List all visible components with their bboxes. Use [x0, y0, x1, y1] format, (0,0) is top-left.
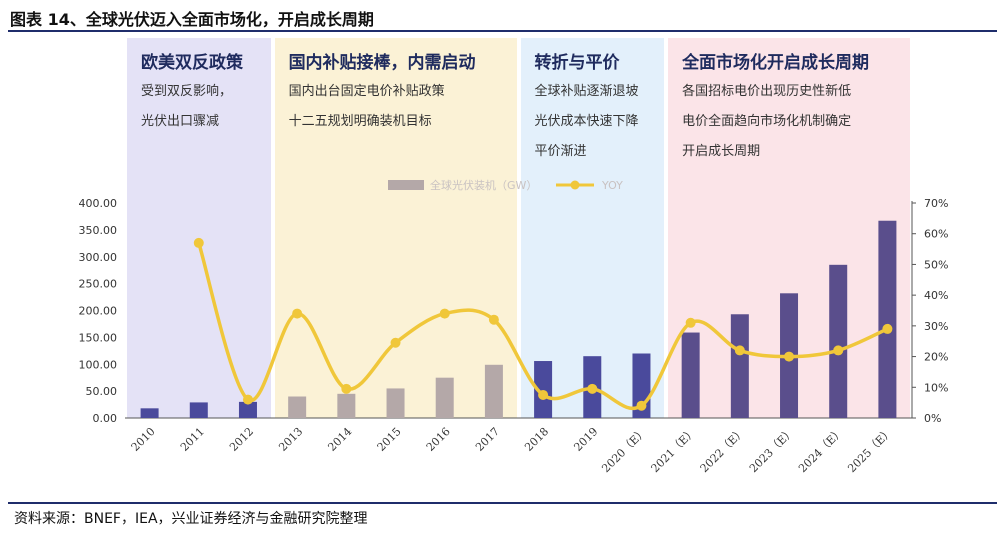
x-tick-label: 2013 [276, 425, 305, 454]
phase-line: 十二五规划明确装机目标 [288, 114, 432, 129]
y-right-tick-label: 10% [924, 381, 948, 394]
y-left-tick-label: 150.00 [79, 331, 118, 344]
bar-2013 [288, 396, 307, 418]
chart-title: 图表 14、全球光伏迈入全面市场化，开启成长周期 [10, 10, 374, 29]
bar-2024（E） [829, 264, 848, 418]
legend-bar-swatch [388, 180, 424, 190]
y-right-tick-label: 60% [924, 228, 948, 241]
phase-title: 转折与平价 [534, 53, 620, 73]
y-right-tick-label: 0% [924, 412, 941, 425]
legend-line-label: YOY [601, 179, 623, 192]
x-tick-label: 2018 [522, 425, 551, 454]
y-right-tick-label: 20% [924, 351, 948, 364]
yoy-line [197, 242, 889, 410]
y-right-tick-label: 40% [924, 289, 948, 302]
yoy-point-2011 [193, 237, 204, 248]
bar-2011 [189, 402, 208, 418]
x-tick-label: 2011 [178, 425, 207, 454]
phase-line: 平价渐进 [534, 144, 587, 159]
x-tick-label: 2021（E） [649, 425, 699, 475]
y-right-tick-label: 70% [924, 197, 948, 210]
phase-panel-1: 欧美双反政策受到双反影响， 光伏出口骤减 [127, 38, 271, 418]
yoy-point-2023（E） [784, 351, 795, 362]
phase-line: 光伏成本快速下降 [534, 114, 639, 129]
bar-2021（E） [681, 332, 700, 418]
source-note: 资料来源：BNEF，IEA，兴业证券经济与金融研究院整理 [14, 511, 368, 527]
yoy-point-2019 [587, 383, 598, 394]
y-left-tick-label: 50.00 [86, 385, 118, 398]
x-tick-label: 2023（E） [747, 425, 797, 475]
x-tick-label: 2012 [227, 425, 256, 454]
bar-2025（E） [878, 220, 897, 418]
title-rule [8, 30, 997, 32]
yoy-point-2024（E） [833, 345, 844, 356]
x-tick-label: 2016 [424, 425, 453, 454]
yoy-point-2020（E） [636, 400, 647, 411]
yoy-point-2021（E） [685, 317, 696, 328]
y-right-tick-label: 50% [924, 258, 948, 271]
y-left-tick-label: 200.00 [79, 305, 118, 318]
x-tick-label: 2025（E） [845, 425, 895, 475]
bar-2017 [484, 364, 503, 418]
phase-panel-2: 国内补贴接棒，内需启动国内出台固定电价补贴政策 十二五规划明确装机目标 [274, 38, 517, 418]
yoy-point-2013 [292, 308, 303, 319]
legend-line-marker [570, 180, 580, 190]
x-tick-label: 2014 [325, 425, 354, 454]
phase-line: 开启成长周期 [682, 144, 761, 159]
phase-line: 国内出台固定电价补贴政策 [288, 84, 445, 99]
yoy-point-2016 [439, 308, 450, 319]
phase-line: 全球补贴逐渐退坡 [534, 84, 639, 99]
yoy-point-2022（E） [734, 345, 745, 356]
bar-2016 [435, 377, 454, 418]
y-left-tick-label: 300.00 [79, 251, 118, 264]
phase-line: 受到双反影响， [141, 84, 233, 99]
x-tick-label: 2010 [129, 425, 158, 454]
y-left-tick-label: 350.00 [79, 224, 118, 237]
yoy-point-2012 [242, 394, 253, 405]
yoy-point-2014 [341, 383, 352, 394]
x-tick-label: 2015 [375, 425, 404, 454]
yoy-point-2015 [390, 337, 401, 348]
source-rule [8, 502, 997, 504]
bar-2022（E） [730, 314, 749, 418]
phase-line: 各国招标电价出现历史性新低 [682, 84, 852, 99]
bar-2015 [386, 388, 405, 418]
y-left-tick-label: 0.00 [93, 412, 118, 425]
yoy-point-2017 [488, 314, 499, 325]
x-tick-label: 2019 [571, 425, 600, 454]
bar-2010 [140, 408, 159, 418]
phase-line: 电价全面趋向市场化机制确定 [682, 114, 852, 129]
y-left-tick-label: 250.00 [79, 278, 118, 291]
yoy-point-2018 [538, 389, 549, 400]
yoy-point-2025（E） [882, 323, 893, 334]
phase-title: 欧美双反政策 [141, 53, 243, 73]
x-tick-label: 2022（E） [698, 425, 748, 475]
y-left-tick-label: 400.00 [79, 197, 118, 210]
x-tick-label: 2020（E） [599, 425, 649, 475]
x-tick-label: 2017 [473, 425, 502, 454]
phase-line: 光伏出口骤减 [141, 114, 220, 129]
phase-title: 国内补贴接棒，内需启动 [288, 53, 476, 73]
legend-bar-label: 全球光伏装机（GW） [430, 178, 537, 192]
phase-title: 全面市场化开启成长周期 [682, 53, 870, 73]
y-right-tick-label: 30% [924, 320, 948, 333]
x-tick-label: 2024（E） [796, 425, 846, 475]
bar-2012 [238, 401, 257, 418]
bar-2018 [534, 361, 553, 418]
y-left-tick-label: 100.00 [79, 358, 118, 371]
bar-2014 [337, 393, 356, 418]
